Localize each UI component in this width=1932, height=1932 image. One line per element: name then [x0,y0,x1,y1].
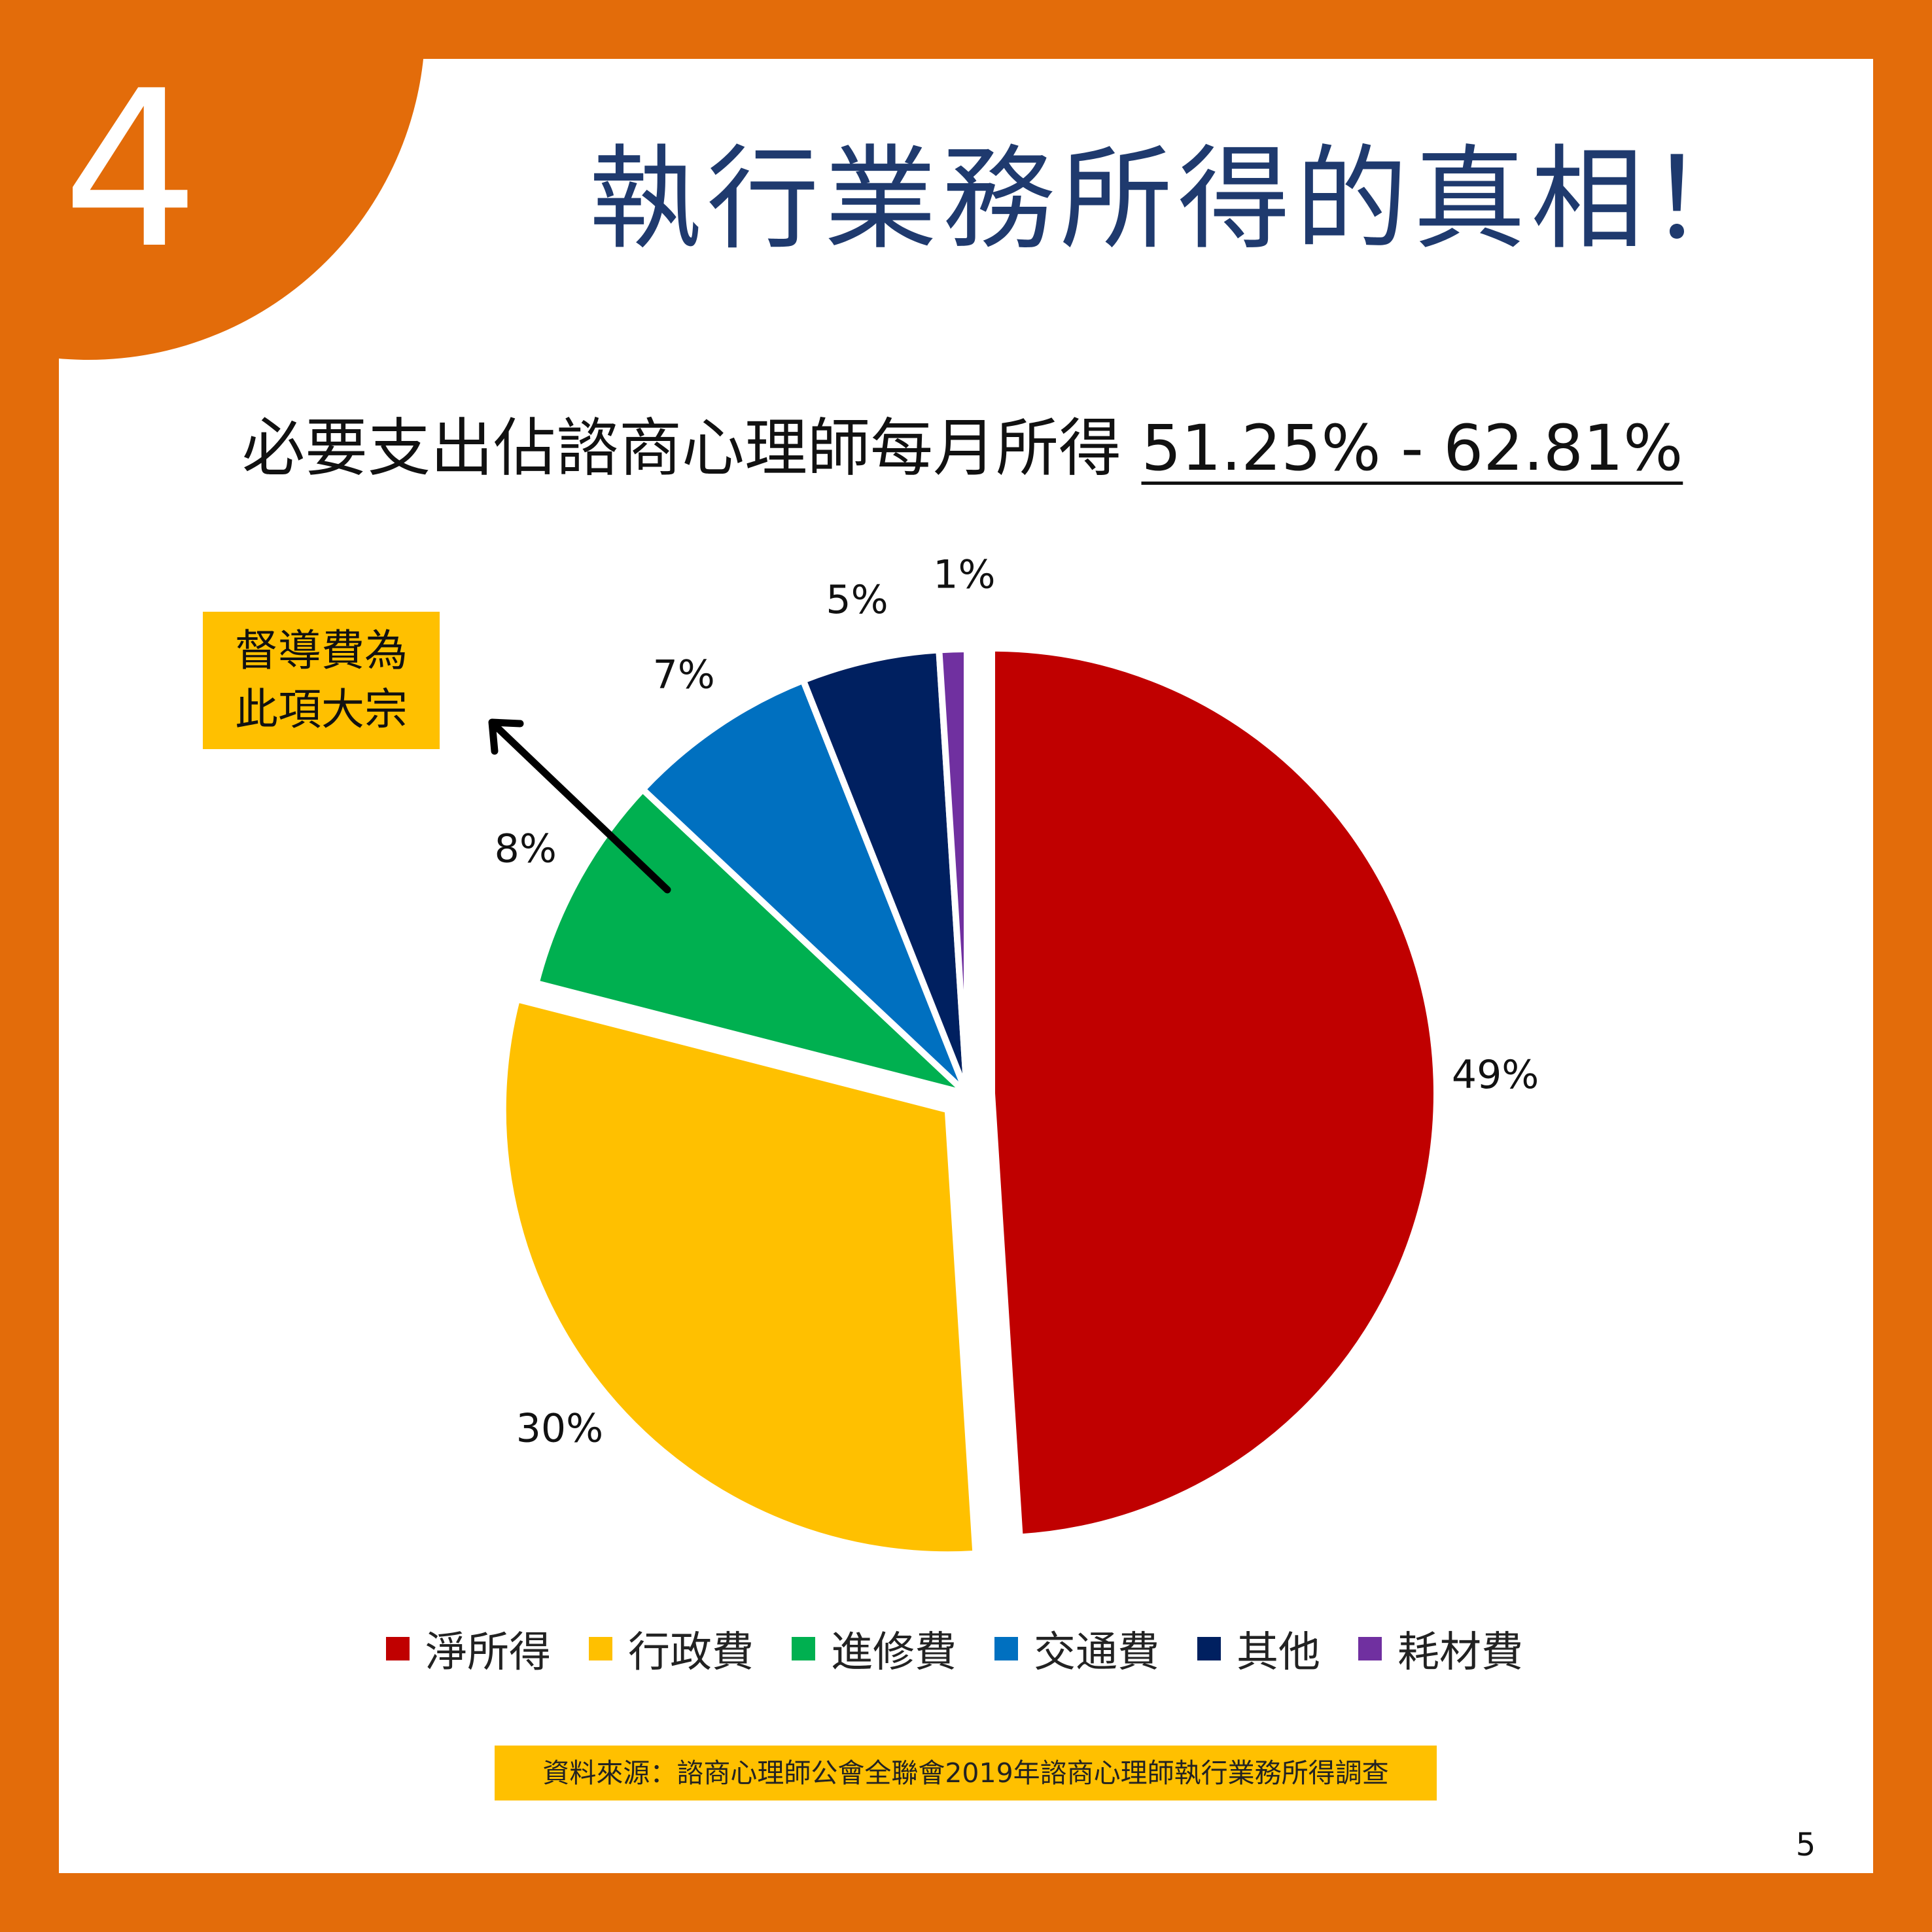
section-number: 4 [62,44,200,296]
legend-swatch-3 [994,1637,1018,1660]
pie-label-4: 5% [826,577,888,623]
subtitle-text: 必要支出佔諮商心理師每月所得 [242,412,1121,485]
chart-legend: 淨所得 行政費 進修費 交通費 其他 耗材費 [386,1619,1577,1678]
arrow-line [493,724,671,894]
pie-labels: 49% 30% 8% 7% 5% 1% [495,552,1539,1452]
pie-slices [499,644,1440,1558]
legend-item-0: 淨所得 [386,1619,551,1679]
pie-slice-0 [988,644,1440,1541]
legend-swatch-1 [589,1637,612,1660]
pie-slice-1 [499,996,979,1558]
subtitle-range: 51.25% - 62.81% [1141,412,1683,485]
pie-label-1: 30% [516,1406,603,1452]
page-number: 5 [1795,1827,1816,1863]
legend-swatch-2 [792,1637,815,1660]
callout-arrow [488,718,671,894]
pie-slice-3 [639,676,970,1097]
page-title: 執行業務所得的真相！ [589,133,1766,265]
legend-item-3: 交通費 [994,1619,1159,1679]
legend-label-4: 其他 [1237,1628,1320,1677]
pie-label-5: 1% [933,552,995,598]
callout-line-1: 督導費為 [235,625,408,676]
legend-label-0: 淨所得 [425,1628,551,1677]
legend-item-5: 耗材費 [1358,1619,1523,1679]
legend-label-2: 進修費 [831,1628,957,1677]
arrow-head [488,718,524,755]
legend-swatch-4 [1197,1637,1221,1660]
legend-item-1: 行政費 [589,1619,754,1679]
legend-label-1: 行政費 [628,1628,754,1677]
legend-item-4: 其他 [1197,1619,1320,1679]
callout-box: 督導費為 此項大宗 [203,612,440,749]
source-note: 資料來源：諮商心理師公會全聯會2019年諮商心理師執行業務所得調查 [495,1746,1437,1800]
pie-label-2: 8% [495,826,557,872]
pie-slice-4 [799,646,970,1097]
pie-label-0: 49% [1452,1052,1539,1098]
subtitle: 必要支出佔諮商心理師每月所得 51.25% - 62.81% [242,406,1721,491]
legend-swatch-5 [1358,1637,1382,1660]
legend-label-5: 耗材費 [1397,1628,1523,1677]
legend-swatch-0 [386,1637,410,1660]
legend-item-2: 進修費 [792,1619,957,1679]
pie-slice-5 [936,646,970,1097]
legend-label-3: 交通費 [1034,1628,1159,1677]
callout-line-2: 此項大宗 [235,684,408,735]
pie-label-3: 7% [653,652,715,698]
